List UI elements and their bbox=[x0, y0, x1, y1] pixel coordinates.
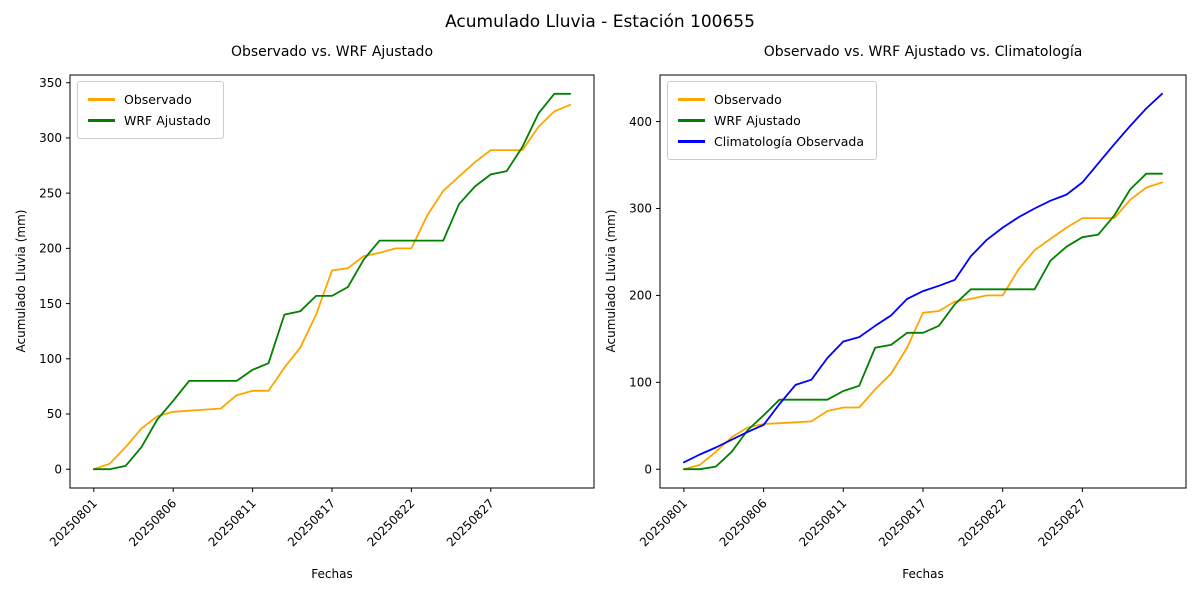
x-tick-label: 20250811 bbox=[796, 496, 849, 549]
legend-line-swatch bbox=[678, 119, 705, 122]
x-tick-label: 20250822 bbox=[364, 496, 417, 549]
observado-line bbox=[92, 103, 572, 471]
y-tick-label: 400 bbox=[629, 115, 652, 129]
legend-entry-wrf-ajustado: WRF Ajustado bbox=[88, 110, 211, 131]
climatologia-observada-line bbox=[683, 92, 1163, 464]
x-tick-label: 20250827 bbox=[444, 496, 497, 549]
legend-label: Climatología Observada bbox=[714, 134, 864, 149]
right-y-axis-label: Acumulado Lluvia (mm) bbox=[604, 209, 618, 353]
figure-title: Acumulado Lluvia - Estación 100655 bbox=[445, 12, 755, 32]
y-tick-label: 300 bbox=[39, 131, 62, 145]
x-tick-label: 20250806 bbox=[717, 496, 770, 549]
legend-label: WRF Ajustado bbox=[714, 113, 801, 128]
legend-line-swatch bbox=[88, 119, 115, 122]
x-tick-label: 20250801 bbox=[47, 496, 100, 549]
y-tick-label: 0 bbox=[54, 462, 62, 476]
y-tick-label: 100 bbox=[629, 376, 652, 390]
y-tick-label: 200 bbox=[629, 289, 652, 303]
y-tick-label: 150 bbox=[39, 297, 62, 311]
y-tick-label: 100 bbox=[39, 352, 62, 366]
y-tick-label: 350 bbox=[39, 76, 62, 90]
legend-line-swatch bbox=[678, 140, 705, 143]
legend-label: Observado bbox=[714, 92, 782, 107]
left-chart-title: Observado vs. WRF Ajustado bbox=[230, 44, 434, 60]
y-tick-label: 50 bbox=[47, 407, 62, 421]
legend-label: WRF Ajustado bbox=[124, 113, 211, 128]
x-tick-label: 20250801 bbox=[637, 496, 690, 549]
right-chart-title: Observado vs. WRF Ajustado vs. Climatolo… bbox=[763, 44, 1083, 60]
right-chart-legend: Observado WRF Ajustado Climatología Observ… bbox=[667, 81, 877, 160]
left-y-axis-label: Acumulado Lluvia (mm) bbox=[14, 209, 28, 353]
legend-entry-observado: Observado bbox=[88, 89, 211, 110]
wrf-ajustado-line bbox=[683, 172, 1163, 471]
x-tick-label: 20250817 bbox=[876, 496, 929, 549]
left-chart-plot-area: 0 50 100 150 200 250 300 350 20250801 20250806 202… bbox=[39, 74, 595, 549]
x-tick-label: 20250827 bbox=[1035, 496, 1088, 549]
y-tick-label: 300 bbox=[629, 202, 652, 216]
y-tick-label: 0 bbox=[644, 462, 652, 476]
legend-line-swatch bbox=[88, 98, 115, 101]
legend-entry-observado: Observado bbox=[678, 89, 864, 110]
observado-line bbox=[683, 181, 1163, 471]
left-chart-legend: Observado WRF Ajustado bbox=[77, 81, 224, 139]
y-tick-label: 200 bbox=[39, 242, 62, 256]
x-tick-label: 20250817 bbox=[285, 496, 338, 549]
right-x-axis-label: Fechas bbox=[902, 567, 944, 581]
x-tick-label: 20250806 bbox=[126, 496, 179, 549]
y-tick-label: 250 bbox=[39, 186, 62, 200]
x-tick-label: 20250811 bbox=[206, 496, 259, 549]
legend-label: Observado bbox=[124, 92, 192, 107]
legend-line-swatch bbox=[678, 98, 705, 101]
wrf-ajustado-line bbox=[92, 92, 572, 471]
x-tick-label: 20250822 bbox=[956, 496, 1009, 549]
left-x-axis-label: Fechas bbox=[311, 567, 353, 581]
legend-entry-wrf-ajustado: WRF Ajustado bbox=[678, 110, 864, 131]
legend-entry-climatologia-observada: Climatología Observada bbox=[678, 131, 864, 152]
